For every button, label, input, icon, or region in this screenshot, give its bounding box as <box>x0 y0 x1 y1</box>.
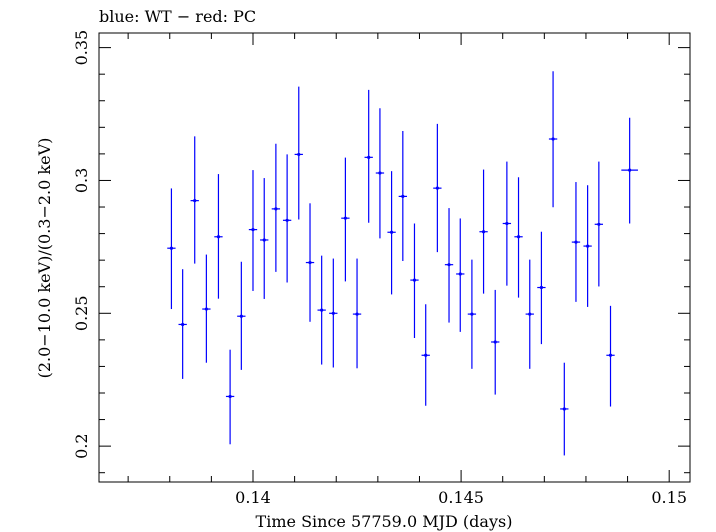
point-marker <box>539 285 544 290</box>
y-tick-label: 0.35 <box>72 30 91 66</box>
data-point <box>502 161 512 286</box>
x-tick-label: 0.14 <box>235 488 271 507</box>
data-point <box>606 305 615 407</box>
data-point <box>621 117 638 224</box>
point-marker <box>343 216 347 220</box>
point-marker <box>251 228 255 232</box>
plot-border <box>98 32 691 483</box>
point-marker <box>435 186 439 190</box>
point-marker <box>447 263 451 267</box>
point-marker <box>285 218 289 222</box>
data-point <box>410 223 419 339</box>
point-marker <box>424 353 428 357</box>
point-marker <box>505 221 509 226</box>
point-marker <box>378 171 382 175</box>
point-marker <box>551 137 555 141</box>
data-point <box>491 289 500 395</box>
point-marker <box>470 312 474 316</box>
data-point <box>560 362 569 456</box>
x-axis-label: Time Since 57759.0 MJD (days) <box>256 512 513 531</box>
point-marker <box>401 194 405 198</box>
data-point <box>444 208 454 323</box>
x-tick-label: 0.145 <box>438 488 484 507</box>
data-point <box>421 304 430 406</box>
data-point <box>167 188 176 310</box>
data-point <box>202 254 211 363</box>
data-point <box>352 258 362 369</box>
data-point <box>548 71 558 208</box>
data-point <box>375 108 385 239</box>
point-marker <box>181 322 185 327</box>
data-point <box>294 86 303 220</box>
point-marker <box>628 168 632 172</box>
data-point <box>594 161 604 287</box>
point-marker <box>528 312 532 316</box>
point-marker <box>193 199 197 203</box>
chart-title: blue: WT − red: PC <box>99 7 256 26</box>
point-marker <box>412 278 417 282</box>
axis-ticks <box>99 33 690 482</box>
data-point <box>341 157 350 282</box>
data-point <box>214 174 223 299</box>
data-points <box>167 71 638 456</box>
point-marker <box>262 238 266 242</box>
data-point <box>387 171 396 295</box>
y-axis-label: (2.0−10.0 keV)/(0.3−2.0 keV) <box>35 138 54 379</box>
data-point <box>237 261 246 370</box>
data-point <box>364 89 373 223</box>
data-point <box>248 170 258 291</box>
data-point <box>317 255 326 365</box>
point-marker <box>493 340 497 344</box>
x-tick-label: 0.15 <box>651 488 687 507</box>
point-marker <box>216 235 221 239</box>
data-point <box>525 259 534 369</box>
data-point <box>305 203 315 322</box>
point-marker <box>481 230 486 234</box>
point-marker <box>320 308 324 312</box>
point-marker <box>608 353 613 357</box>
data-point <box>514 177 523 298</box>
data-point <box>537 231 546 345</box>
point-marker <box>597 222 601 226</box>
y-tick-label: 0.3 <box>72 168 91 193</box>
data-point <box>329 258 338 368</box>
point-marker <box>331 311 335 315</box>
data-point <box>398 131 407 261</box>
point-marker <box>367 155 371 159</box>
data-point <box>178 269 187 379</box>
point-marker <box>228 394 232 399</box>
data-point <box>225 349 235 445</box>
data-point <box>271 143 281 272</box>
data-point <box>571 182 581 302</box>
y-tick-label: 0.25 <box>72 295 91 331</box>
point-marker <box>562 407 566 411</box>
data-point <box>583 185 592 307</box>
point-marker <box>169 246 174 250</box>
data-point <box>433 123 442 253</box>
point-marker <box>586 244 590 248</box>
plot-frame <box>98 32 691 483</box>
point-marker <box>355 312 359 316</box>
point-marker <box>297 152 301 157</box>
point-marker <box>274 207 278 211</box>
y-tick-label: 0.2 <box>72 433 91 458</box>
data-point <box>190 136 199 264</box>
data-point <box>282 154 292 283</box>
point-marker <box>239 314 243 318</box>
data-point <box>467 259 477 369</box>
data-point <box>456 218 465 332</box>
point-marker <box>308 260 312 265</box>
point-marker <box>204 307 208 311</box>
data-point <box>260 178 269 299</box>
point-marker <box>516 235 521 239</box>
point-marker <box>458 272 462 276</box>
axis-tick-labels: 0.14 0.145 0.15 0.2 0.25 0.3 0.35 <box>72 30 687 507</box>
point-marker <box>574 240 578 244</box>
data-point <box>479 169 488 294</box>
point-marker <box>389 230 394 234</box>
